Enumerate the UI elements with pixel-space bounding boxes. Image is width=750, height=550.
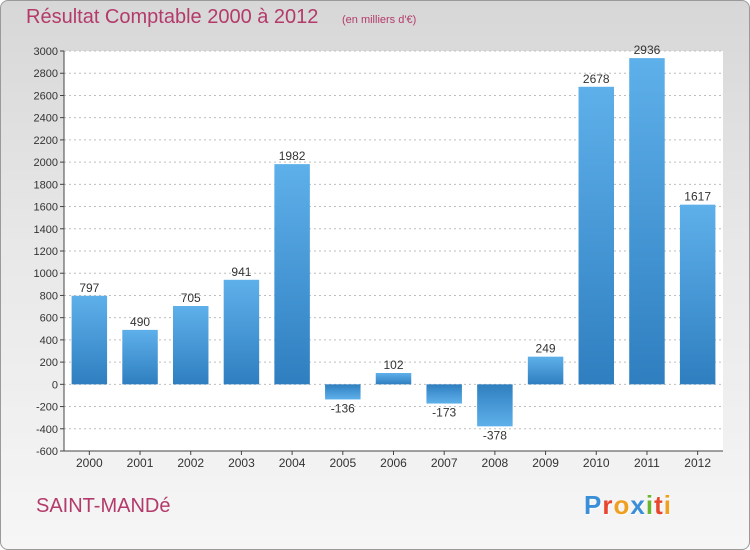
x-tick-label: 2004 xyxy=(279,456,306,470)
y-tick-label: 1400 xyxy=(34,224,58,236)
y-tick-label: 3000 xyxy=(34,46,58,58)
logo-letter: i xyxy=(645,490,655,520)
y-tick-label: -400 xyxy=(36,424,58,436)
y-tick-label: 800 xyxy=(40,290,58,302)
logo-letter: i xyxy=(663,490,672,520)
bar xyxy=(172,306,209,385)
chart-title: Résultat Comptable 2000 à 2012 xyxy=(26,6,319,28)
bar xyxy=(274,164,310,385)
y-tick-label: 1600 xyxy=(34,202,58,214)
logo-letter: x xyxy=(630,490,646,520)
data-label: 490 xyxy=(130,315,150,329)
bar xyxy=(477,384,513,427)
y-tick-label: 1200 xyxy=(34,246,58,258)
data-label: 1982 xyxy=(279,149,306,163)
data-label: -136 xyxy=(331,401,355,415)
data-label: -173 xyxy=(432,406,456,420)
bar xyxy=(527,356,564,385)
data-label: 941 xyxy=(231,265,251,279)
x-tick-label: 2012 xyxy=(684,456,711,470)
y-tick-label: 600 xyxy=(40,313,58,325)
data-label: 249 xyxy=(536,342,556,356)
bar xyxy=(375,373,412,385)
y-tick-label: -600 xyxy=(36,446,58,458)
chart-subtitle: (en milliers d'€) xyxy=(342,14,417,26)
x-tick-label: 2011 xyxy=(634,456,660,470)
y-tick-label: 2200 xyxy=(34,135,58,147)
y-tick-label: 400 xyxy=(40,335,58,347)
data-label: 797 xyxy=(79,281,99,295)
data-label: 2936 xyxy=(634,43,661,57)
bar xyxy=(629,58,665,385)
bar xyxy=(426,384,462,404)
y-tick-label: 2800 xyxy=(34,68,58,80)
data-label: 2678 xyxy=(583,72,610,86)
x-tick-label: 2003 xyxy=(228,456,255,470)
logo-letter: o xyxy=(613,490,631,520)
data-label: -378 xyxy=(483,428,507,442)
x-tick-label: 2000 xyxy=(76,456,103,470)
x-tick-label: 2005 xyxy=(329,456,356,470)
y-tick-label: 2600 xyxy=(34,90,58,102)
x-tick-label: 2008 xyxy=(482,456,509,470)
proxiti-logo: Proxiti xyxy=(584,490,672,521)
data-label: 705 xyxy=(181,291,201,305)
y-tick-label: 0 xyxy=(52,379,58,391)
bar xyxy=(578,86,615,385)
y-tick-label: 2400 xyxy=(34,113,58,125)
bar xyxy=(223,279,260,385)
logo-letter: P xyxy=(584,490,603,520)
bar xyxy=(122,329,158,385)
y-tick-label: 1000 xyxy=(34,268,58,280)
x-tick-label: 2007 xyxy=(431,456,458,470)
bar xyxy=(325,384,361,400)
x-tick-label: 2006 xyxy=(380,456,407,470)
x-tick-label: 2010 xyxy=(583,456,610,470)
logo-letter: t xyxy=(654,490,664,520)
logo-letter: r xyxy=(602,490,614,520)
bar xyxy=(71,295,108,385)
x-tick-label: 2002 xyxy=(177,456,204,470)
x-tick-label: 2009 xyxy=(532,456,559,470)
x-tick-label: 2001 xyxy=(127,456,154,470)
y-tick-label: -200 xyxy=(36,402,58,414)
y-tick-label: 2000 xyxy=(34,157,58,169)
data-label: 1617 xyxy=(684,190,711,204)
y-tick-label: 200 xyxy=(40,357,58,369)
y-tick-label: 1800 xyxy=(34,179,58,191)
bar xyxy=(679,204,716,385)
data-label: 102 xyxy=(383,358,403,372)
city-name: SAINT-MANDé xyxy=(36,495,171,517)
